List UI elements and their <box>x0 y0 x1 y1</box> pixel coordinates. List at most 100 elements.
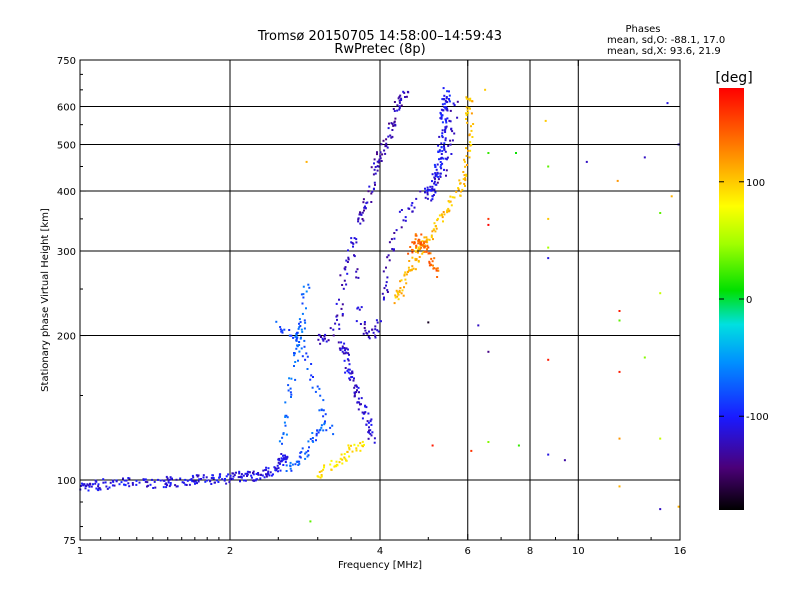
data-point <box>448 100 451 103</box>
data-point <box>238 470 241 473</box>
data-point <box>380 320 382 323</box>
data-point <box>372 188 375 191</box>
data-point <box>463 158 466 161</box>
data-point <box>202 476 205 479</box>
data-point <box>431 260 434 263</box>
data-point <box>200 478 202 480</box>
data-point <box>420 233 423 236</box>
data-point <box>442 87 445 90</box>
data-point <box>344 349 346 352</box>
data-point <box>376 160 379 163</box>
data-point <box>194 480 197 483</box>
data-point <box>300 451 303 453</box>
data-point <box>432 267 435 270</box>
data-point <box>465 155 468 157</box>
data-point <box>487 441 490 443</box>
data-point <box>295 339 298 342</box>
data-point <box>353 394 356 397</box>
data-point <box>306 455 309 458</box>
data-point <box>330 459 333 462</box>
data-point <box>154 486 157 489</box>
data-point <box>432 264 434 267</box>
data-point <box>434 225 437 227</box>
data-point <box>343 347 346 349</box>
data-point <box>355 384 358 387</box>
data-point <box>618 370 621 373</box>
data-point <box>547 257 550 260</box>
data-point <box>433 257 436 260</box>
data-point <box>196 482 198 485</box>
data-point <box>305 307 307 310</box>
colorbar-ticks: 100 0 -100 <box>719 178 769 423</box>
data-point <box>149 483 152 486</box>
data-point <box>390 136 393 139</box>
data-point <box>469 141 472 144</box>
data-point <box>446 101 449 103</box>
data-point <box>345 283 348 286</box>
data-point <box>318 429 321 432</box>
data-point <box>302 293 305 296</box>
data-point <box>290 377 293 380</box>
data-point <box>304 358 307 361</box>
data-point <box>386 289 389 292</box>
y-axis-label: Stationary phase Virtual Height [km] <box>40 208 51 392</box>
data-point <box>487 350 490 353</box>
data-point <box>404 219 407 222</box>
data-point <box>212 477 215 479</box>
data-point <box>389 134 392 137</box>
data-point <box>400 99 403 101</box>
data-point <box>372 173 375 176</box>
data-point <box>289 391 292 394</box>
data-point <box>99 488 102 491</box>
data-point <box>338 461 341 464</box>
data-point <box>373 158 376 161</box>
data-point <box>436 267 439 270</box>
data-point <box>329 327 332 330</box>
data-point <box>434 165 437 168</box>
data-point <box>169 476 172 479</box>
data-point <box>402 219 405 222</box>
data-point <box>303 319 306 322</box>
data-point <box>421 240 424 243</box>
data-point <box>332 328 335 331</box>
data-point <box>85 485 88 487</box>
data-point <box>159 479 162 482</box>
data-point <box>468 106 471 109</box>
x-tick-label: 8 <box>527 546 533 557</box>
data-point <box>324 413 327 416</box>
data-point <box>385 142 388 145</box>
data-point <box>358 401 361 404</box>
data-point <box>282 432 285 435</box>
data-point <box>379 151 382 154</box>
data-point <box>428 238 431 241</box>
data-point <box>393 248 395 251</box>
data-point <box>461 188 464 191</box>
data-point <box>357 444 360 447</box>
data-point <box>280 453 283 455</box>
data-point <box>363 443 365 446</box>
data-point <box>355 241 358 244</box>
data-point <box>341 314 344 317</box>
data-point <box>225 482 228 485</box>
data-point <box>352 245 354 248</box>
data-point <box>426 186 429 189</box>
data-point <box>322 409 325 412</box>
data-point <box>408 269 410 272</box>
x-tick-label: 4 <box>377 546 383 557</box>
data-point <box>312 376 314 378</box>
data-point <box>171 477 173 480</box>
data-point <box>347 249 349 252</box>
data-point <box>385 284 387 287</box>
data-point <box>396 295 399 298</box>
data-point <box>363 327 366 329</box>
data-point <box>347 359 350 362</box>
data-point <box>395 289 398 292</box>
data-point <box>355 270 358 273</box>
data-point <box>115 480 118 483</box>
data-point <box>446 117 449 120</box>
data-point <box>466 121 469 124</box>
data-point <box>111 484 114 487</box>
data-point <box>320 474 323 476</box>
data-point <box>341 458 344 461</box>
data-point <box>284 416 287 418</box>
